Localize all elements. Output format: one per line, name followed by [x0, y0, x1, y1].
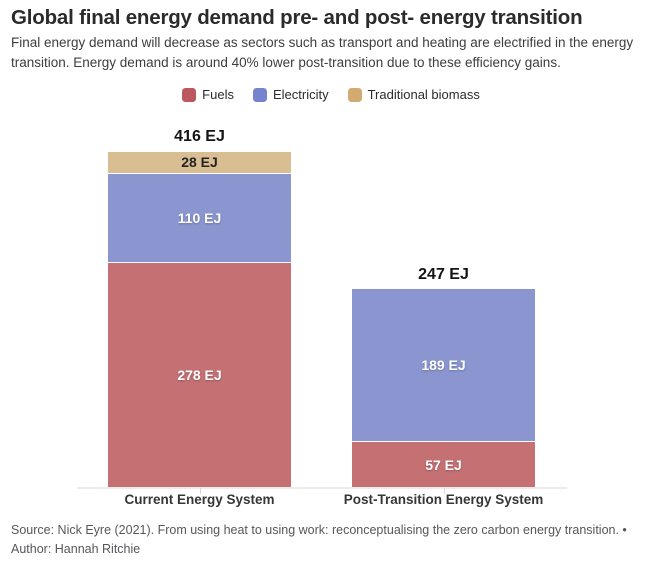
bar-value-label: 189 EJ: [421, 357, 466, 374]
legend-item-electricity: Electricity: [252, 87, 329, 102]
x-axis-label-current-energy-system: Current Energy System: [124, 492, 275, 507]
chart-subtitle: Final energy demand will decrease as sec…: [11, 35, 634, 70]
bar-value-label: 278 EJ: [177, 367, 222, 384]
x-axis-label-post-transition-energy-system: Post-Transition Energy System: [343, 492, 544, 507]
legend-item-traditional-biomass: Traditional biomass: [347, 87, 480, 102]
legend: Fuels Electricity Traditional biomass: [0, 87, 662, 102]
x-axis-tick: [199, 488, 201, 494]
legend-item-fuels: Fuels: [182, 87, 234, 102]
traditional-biomass-swatch-icon: [347, 87, 362, 102]
source-note: Source: Nick Eyre (2021). From using hea…: [11, 521, 656, 559]
bar-value-label: 110 EJ: [177, 210, 222, 227]
bar-total-label: 247 EJ: [418, 265, 469, 283]
legend-label: Traditional biomass: [367, 87, 480, 102]
x-axis-line: [77, 487, 567, 489]
bar-segment-fuels-current-energy-system[interactable]: 278 EJ: [108, 263, 291, 487]
bar-total-label: 416 EJ: [174, 128, 225, 146]
x-axis-tick: [443, 488, 445, 494]
legend-label: Fuels: [202, 87, 234, 102]
fuels-swatch-icon: [182, 87, 197, 102]
bar-segment-electricity-current-energy-system[interactable]: 110 EJ: [108, 174, 291, 262]
bar-segment-fuels-post-transition-energy-system[interactable]: 57 EJ: [352, 442, 535, 487]
chart-title: Global final energy demand pre- and post…: [11, 6, 583, 29]
bar-value-label: 28 EJ: [181, 154, 218, 171]
legend-label: Electricity: [272, 87, 329, 102]
source-line-1: Source: Nick Eyre (2021). From using hea…: [11, 523, 627, 537]
source-line-2: Author: Hannah Ritchie: [11, 542, 141, 556]
bar-segment-electricity-post-transition-energy-system[interactable]: 189 EJ: [352, 289, 535, 441]
bar-value-label: 57 EJ: [425, 456, 462, 473]
bar-segment-traditional-biomass-current-energy-system[interactable]: 28 EJ: [108, 151, 291, 173]
electricity-swatch-icon: [252, 87, 267, 102]
